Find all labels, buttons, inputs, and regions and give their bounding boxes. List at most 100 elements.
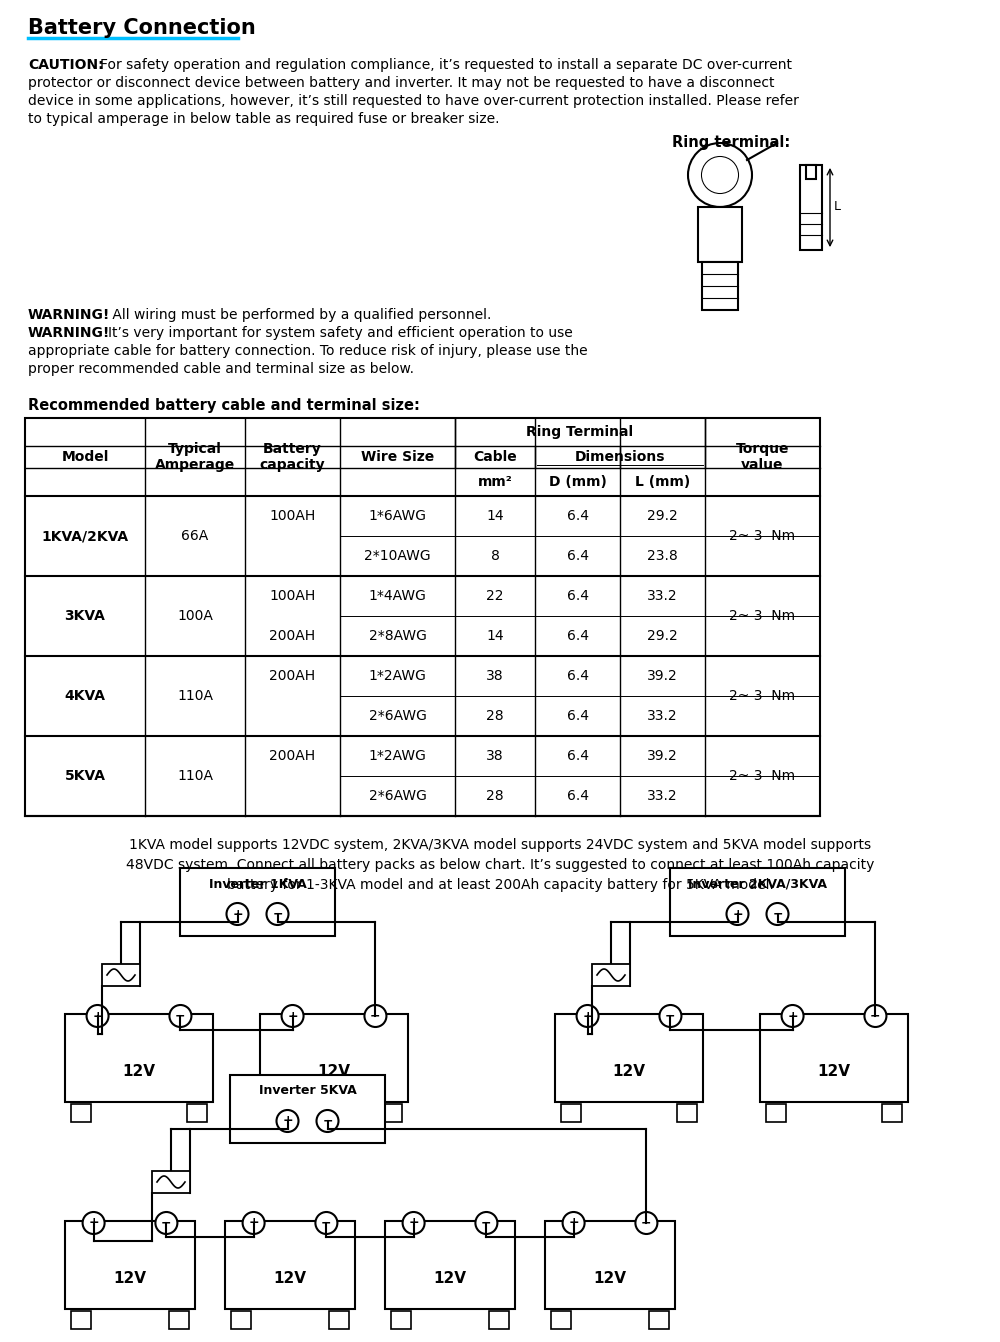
Text: 33.2: 33.2 [647, 589, 678, 603]
Text: battery for 1-3KVA model and at least 200Ah capacity battery for 5KVA model.: battery for 1-3KVA model and at least 20… [227, 878, 773, 892]
Text: 39.2: 39.2 [647, 749, 678, 764]
Text: −: − [322, 1114, 333, 1127]
Text: 200AH: 200AH [269, 749, 316, 764]
Text: 1*2AWG: 1*2AWG [369, 749, 426, 764]
Circle shape [243, 1212, 265, 1235]
FancyBboxPatch shape [760, 1015, 908, 1102]
Text: 6.4: 6.4 [566, 709, 588, 723]
FancyBboxPatch shape [702, 262, 738, 310]
Text: 2~ 3  Nm: 2~ 3 Nm [729, 769, 796, 782]
Text: Typical
Amperage: Typical Amperage [155, 442, 235, 472]
Text: 29.2: 29.2 [647, 629, 678, 643]
Circle shape [475, 1212, 497, 1235]
Text: +: + [232, 907, 243, 921]
FancyBboxPatch shape [65, 1015, 213, 1102]
Text: 5KVA: 5KVA [64, 769, 106, 782]
Text: −: − [665, 1009, 676, 1023]
Circle shape [266, 903, 288, 925]
Circle shape [563, 1212, 585, 1235]
Text: 6.4: 6.4 [566, 670, 588, 683]
Text: −: − [321, 1216, 332, 1229]
Circle shape [688, 144, 752, 207]
Text: 48VDC system. Connect all battery packs as below chart. It’s suggested to connec: 48VDC system. Connect all battery packs … [126, 858, 874, 872]
Text: 1KVA model supports 12VDC system, 2KVA/3KVA model supports 24VDC system and 5KVA: 1KVA model supports 12VDC system, 2KVA/3… [129, 837, 871, 852]
Text: device in some applications, however, it’s still requested to have over-current : device in some applications, however, it… [28, 94, 799, 107]
Text: 22: 22 [486, 589, 504, 603]
Text: 1KVA/2KVA: 1KVA/2KVA [41, 529, 129, 544]
Text: Ring terminal:: Ring terminal: [672, 136, 790, 150]
Text: Ring Terminal: Ring Terminal [526, 425, 634, 439]
FancyBboxPatch shape [551, 1311, 571, 1329]
FancyBboxPatch shape [385, 1221, 515, 1308]
Text: 66A: 66A [181, 529, 209, 544]
Text: Dimensions: Dimensions [575, 450, 665, 464]
Text: 2*8AWG: 2*8AWG [369, 629, 426, 643]
FancyBboxPatch shape [102, 964, 140, 986]
Text: 6.4: 6.4 [566, 789, 588, 803]
Text: protector or disconnect device between battery and inverter. It may not be reque: protector or disconnect device between b… [28, 76, 774, 90]
Text: 1*4AWG: 1*4AWG [369, 589, 426, 603]
Circle shape [635, 1212, 657, 1235]
Text: 3KVA: 3KVA [65, 609, 105, 623]
Text: −: − [272, 907, 283, 921]
Text: −: − [772, 907, 783, 921]
Text: 12V: 12V [122, 1064, 156, 1079]
Text: 6.4: 6.4 [566, 749, 588, 764]
FancyBboxPatch shape [698, 207, 742, 262]
Text: Cable: Cable [473, 450, 517, 464]
Text: 12V: 12V [318, 1064, 351, 1079]
Circle shape [726, 903, 748, 925]
Text: 110A: 110A [177, 688, 213, 703]
Text: +: + [248, 1216, 259, 1229]
FancyBboxPatch shape [766, 1104, 786, 1122]
FancyBboxPatch shape [561, 1104, 581, 1122]
Text: 38: 38 [486, 749, 504, 764]
Text: 8: 8 [491, 549, 499, 564]
FancyBboxPatch shape [677, 1104, 697, 1122]
Text: 2~ 3  Nm: 2~ 3 Nm [729, 609, 796, 623]
Text: 100A: 100A [177, 609, 213, 623]
Circle shape [282, 1005, 304, 1027]
Text: Battery Connection: Battery Connection [28, 17, 256, 38]
Text: Model: Model [61, 450, 109, 464]
Text: 6.4: 6.4 [566, 629, 588, 643]
Text: +: + [92, 1009, 103, 1023]
Text: 6.4: 6.4 [566, 509, 588, 523]
FancyBboxPatch shape [180, 868, 335, 935]
Circle shape [226, 903, 248, 925]
FancyBboxPatch shape [152, 1172, 190, 1193]
Circle shape [403, 1212, 425, 1235]
FancyBboxPatch shape [555, 1015, 703, 1102]
Circle shape [315, 1212, 337, 1235]
Text: 2~ 3  Nm: 2~ 3 Nm [729, 529, 796, 544]
Text: Battery
capacity: Battery capacity [260, 442, 325, 472]
Circle shape [87, 1005, 109, 1027]
Circle shape [702, 157, 738, 193]
Text: Inverter 1KVA: Inverter 1KVA [209, 878, 306, 891]
Circle shape [169, 1005, 191, 1027]
Circle shape [659, 1005, 681, 1027]
Text: For safety operation and regulation compliance, it’s requested to install a sepa: For safety operation and regulation comp… [100, 58, 792, 72]
Text: 14: 14 [486, 629, 504, 643]
Circle shape [276, 1110, 298, 1133]
Text: L: L [834, 200, 841, 213]
FancyBboxPatch shape [25, 417, 820, 816]
Text: +: + [282, 1114, 293, 1127]
FancyBboxPatch shape [649, 1311, 669, 1329]
Text: 39.2: 39.2 [647, 670, 678, 683]
Circle shape [864, 1005, 886, 1027]
Text: 1*6AWG: 1*6AWG [368, 509, 426, 523]
FancyBboxPatch shape [169, 1311, 189, 1329]
Circle shape [364, 1005, 386, 1027]
FancyBboxPatch shape [800, 165, 822, 250]
Text: 33.2: 33.2 [647, 789, 678, 803]
Text: 4KVA: 4KVA [64, 688, 106, 703]
Text: 2*6AWG: 2*6AWG [369, 709, 426, 723]
FancyBboxPatch shape [391, 1311, 411, 1329]
Text: +: + [787, 1009, 798, 1023]
Circle shape [83, 1212, 105, 1235]
Text: 2*6AWG: 2*6AWG [369, 789, 426, 803]
FancyBboxPatch shape [65, 1221, 195, 1308]
Text: −: − [175, 1009, 186, 1023]
FancyBboxPatch shape [592, 964, 630, 986]
